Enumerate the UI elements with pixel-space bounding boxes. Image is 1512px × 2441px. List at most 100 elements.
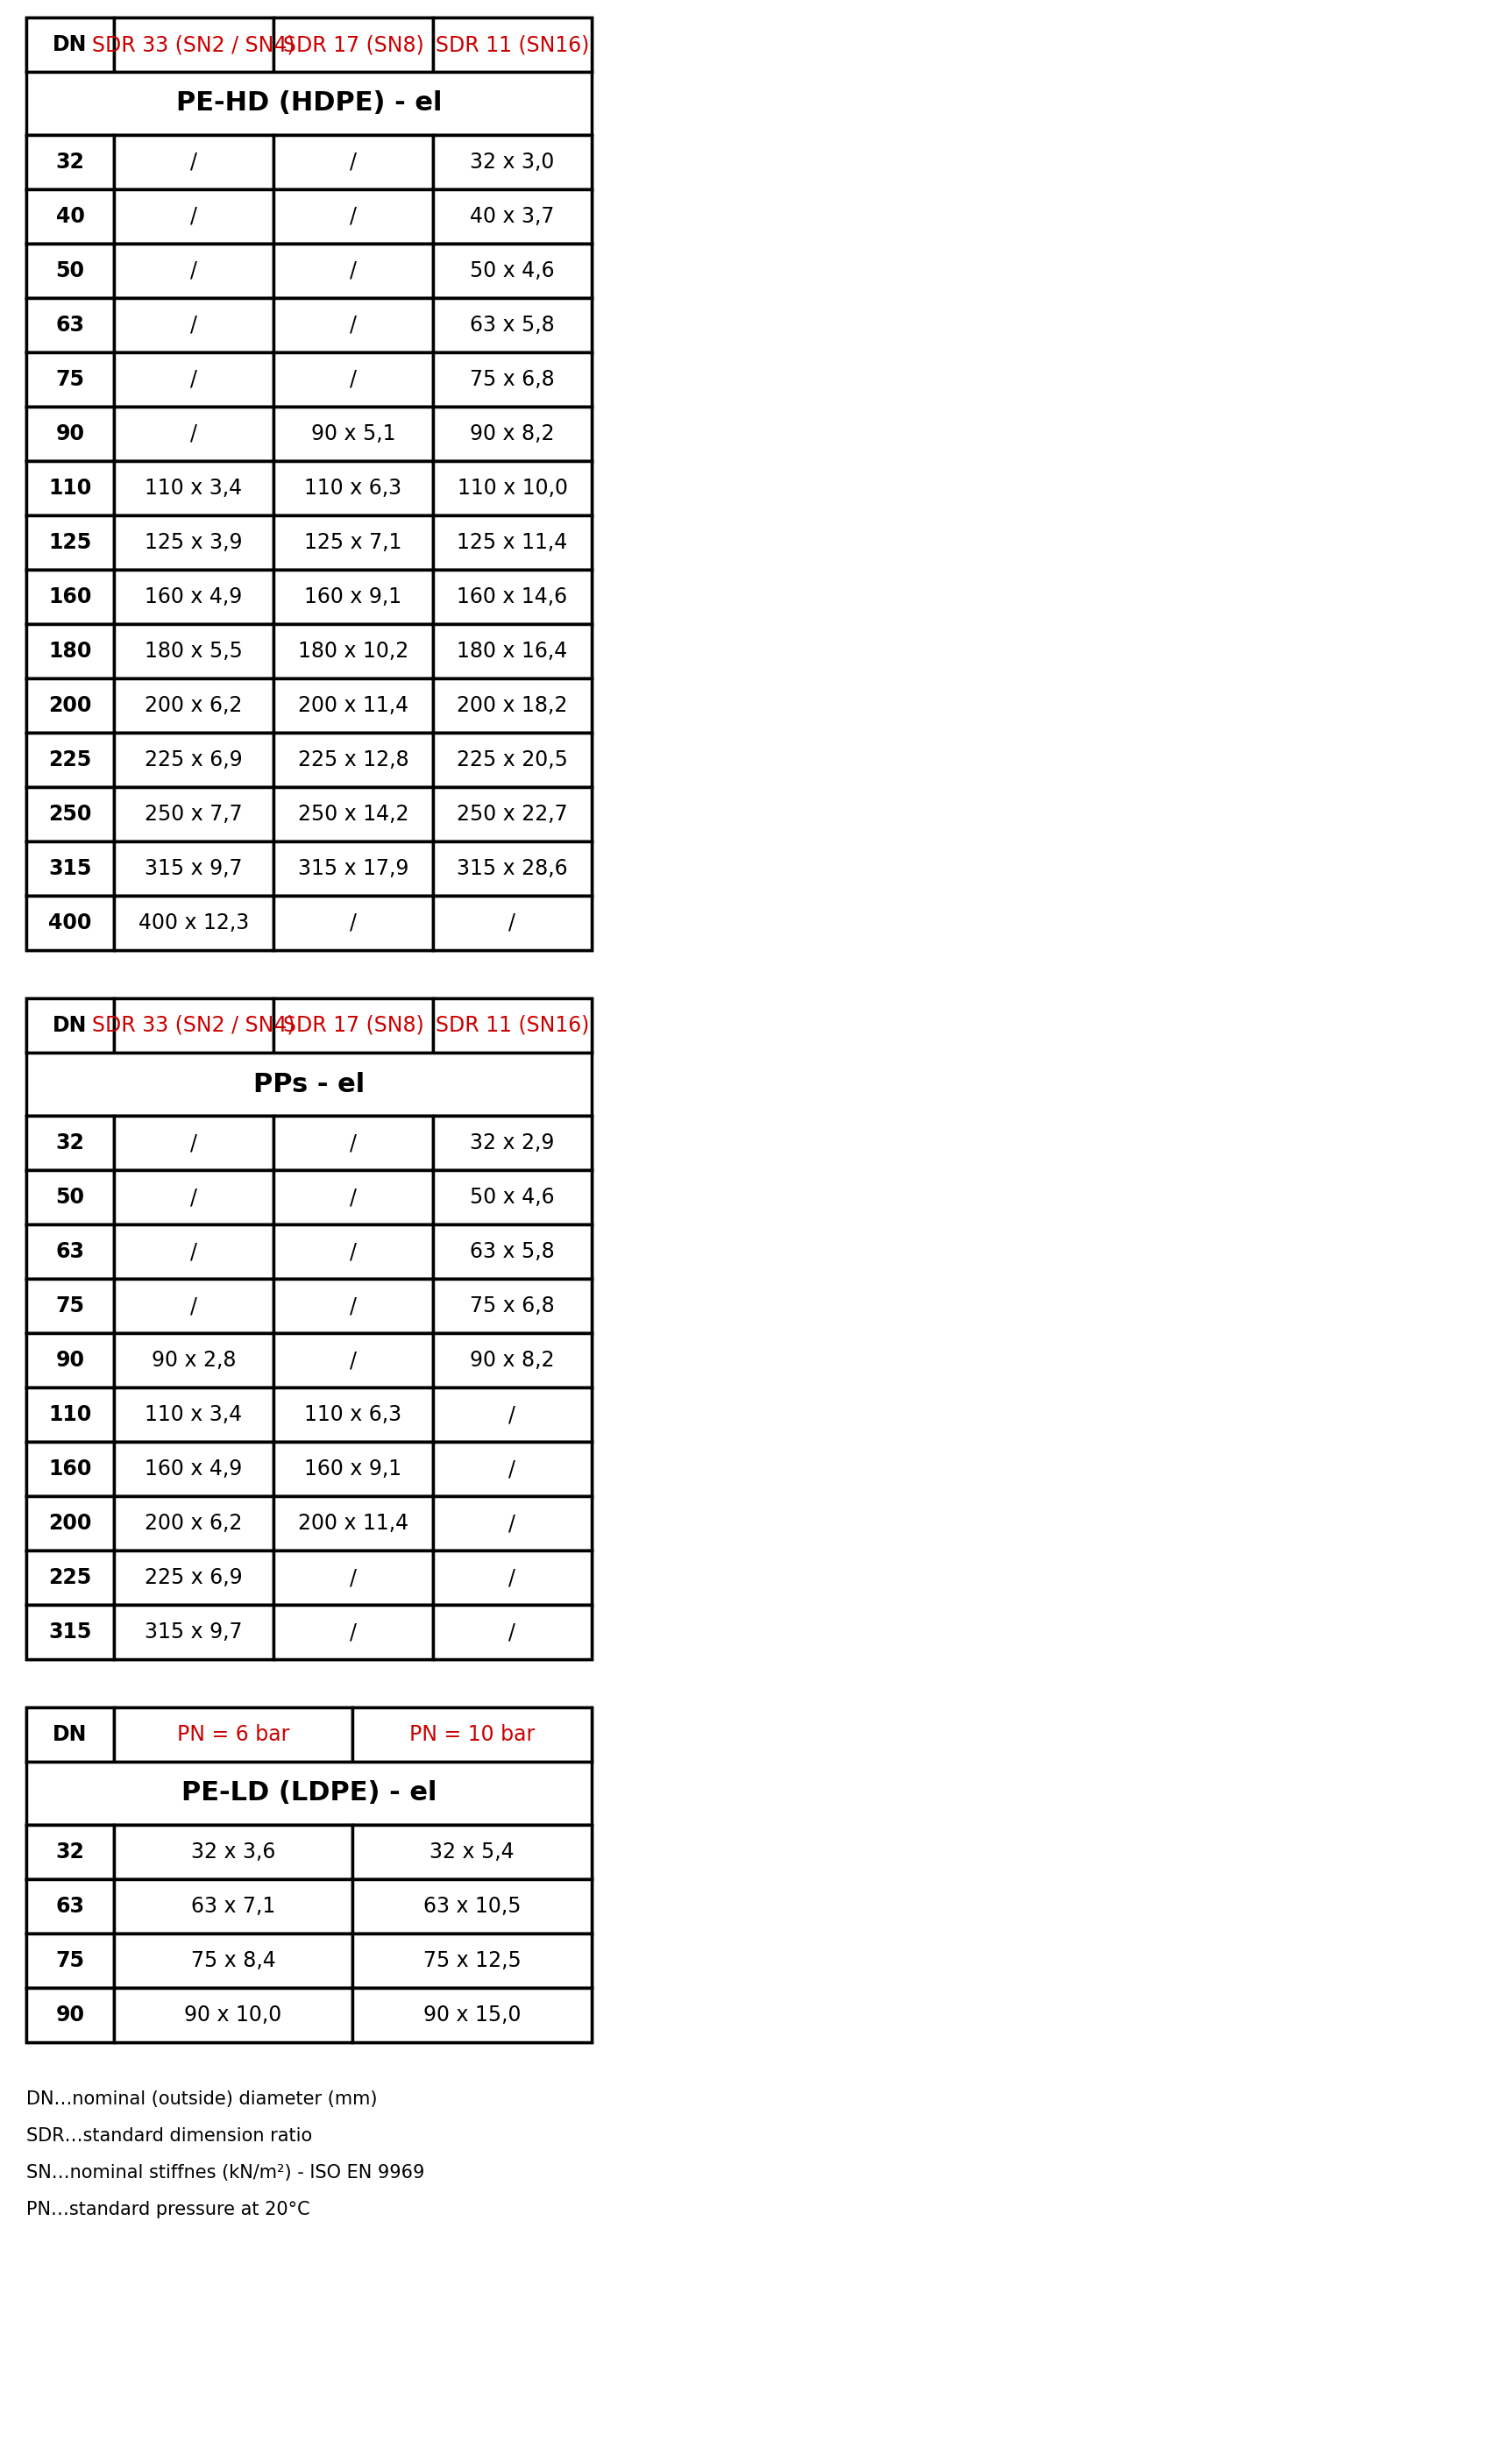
Bar (113, 190, 274, 244)
Bar (274, 998, 432, 1052)
Text: 315: 315 (48, 859, 92, 879)
Text: 75 x 6,8: 75 x 6,8 (470, 1296, 555, 1316)
Bar (26, 1496, 113, 1550)
Text: /: / (510, 1513, 516, 1533)
Text: 225 x 6,9: 225 x 6,9 (145, 1567, 242, 1589)
Text: /: / (349, 1296, 357, 1316)
Text: 225 x 6,9: 225 x 6,9 (145, 749, 242, 771)
Bar (26, 1706, 591, 1762)
Text: 32: 32 (56, 1841, 85, 1862)
Bar (432, 1225, 591, 1279)
Bar (26, 679, 591, 732)
Bar (432, 298, 591, 352)
Bar (26, 1116, 113, 1169)
Bar (113, 298, 274, 352)
Bar (274, 1225, 432, 1279)
Bar (432, 1496, 591, 1550)
Bar (113, 1279, 274, 1333)
Text: 75 x 12,5: 75 x 12,5 (423, 1950, 522, 1972)
Text: 50 x 4,6: 50 x 4,6 (470, 1186, 555, 1208)
Text: SDR 33 (SN2 / SN4): SDR 33 (SN2 / SN4) (92, 34, 295, 56)
Text: DN…nominal (outside) diameter (mm): DN…nominal (outside) diameter (mm) (26, 2089, 378, 2109)
Bar (26, 569, 591, 625)
Text: 75 x 8,4: 75 x 8,4 (191, 1950, 275, 1972)
Bar (26, 1169, 591, 1225)
Text: 225 x 12,8: 225 x 12,8 (298, 749, 408, 771)
Text: 200 x 6,2: 200 x 6,2 (145, 696, 242, 715)
Text: 63 x 10,5: 63 x 10,5 (423, 1897, 520, 1916)
Bar (26, 1706, 113, 1762)
Bar (432, 569, 591, 625)
Bar (274, 896, 432, 950)
Text: 40: 40 (56, 205, 85, 227)
Bar (26, 1333, 113, 1386)
Bar (432, 842, 591, 896)
Text: 110 x 3,4: 110 x 3,4 (145, 478, 242, 498)
Bar (113, 1496, 274, 1550)
Bar (26, 1880, 113, 1933)
Bar (352, 1706, 591, 1762)
Bar (26, 244, 113, 298)
Bar (274, 842, 432, 896)
Text: DN: DN (53, 1015, 88, 1035)
Bar (26, 1225, 591, 1279)
Text: SDR 11 (SN16): SDR 11 (SN16) (435, 34, 590, 56)
Bar (432, 1116, 591, 1169)
Bar (274, 679, 432, 732)
Bar (113, 1933, 352, 1987)
Bar (432, 1279, 591, 1333)
Bar (113, 1550, 274, 1604)
Bar (26, 17, 113, 71)
Bar (113, 244, 274, 298)
Bar (113, 515, 274, 569)
Text: /: / (191, 1296, 197, 1316)
Bar (113, 408, 274, 461)
Bar (26, 998, 113, 1052)
Text: /: / (191, 151, 197, 173)
Bar (26, 1052, 591, 1116)
Bar (26, 1550, 591, 1604)
Bar (432, 998, 591, 1052)
Text: PE-HD (HDPE) - el: PE-HD (HDPE) - el (175, 90, 442, 117)
Text: 400: 400 (48, 913, 92, 932)
Bar (113, 732, 274, 786)
Text: 125 x 3,9: 125 x 3,9 (145, 532, 242, 554)
Text: /: / (510, 1621, 516, 1643)
Text: 160: 160 (48, 586, 92, 608)
Bar (26, 625, 591, 679)
Text: 315 x 9,7: 315 x 9,7 (145, 1621, 242, 1643)
Text: /: / (191, 1186, 197, 1208)
Text: 110: 110 (48, 478, 92, 498)
Bar (26, 1443, 591, 1496)
Bar (274, 625, 432, 679)
Text: 250 x 22,7: 250 x 22,7 (457, 803, 569, 825)
Bar (26, 679, 113, 732)
Bar (113, 461, 274, 515)
Text: 400 x 12,3: 400 x 12,3 (139, 913, 249, 932)
Text: /: / (191, 1133, 197, 1155)
Text: 315 x 17,9: 315 x 17,9 (298, 859, 408, 879)
Bar (26, 134, 113, 190)
Bar (113, 842, 274, 896)
Text: 50 x 4,6: 50 x 4,6 (470, 261, 555, 281)
Text: 250 x 7,7: 250 x 7,7 (145, 803, 242, 825)
Text: /: / (349, 369, 357, 391)
Bar (432, 732, 591, 786)
Text: /: / (349, 1621, 357, 1643)
Bar (113, 786, 274, 842)
Bar (26, 1826, 591, 1880)
Bar (26, 17, 591, 71)
Text: 63: 63 (56, 1897, 85, 1916)
Text: /: / (349, 261, 357, 281)
Text: /: / (349, 151, 357, 173)
Text: 90 x 2,8: 90 x 2,8 (151, 1350, 236, 1372)
Text: /: / (349, 1567, 357, 1589)
Text: /: / (191, 205, 197, 227)
Bar (26, 134, 591, 190)
Bar (352, 1987, 591, 2043)
Text: 63 x 5,8: 63 x 5,8 (470, 1240, 555, 1262)
Bar (26, 408, 113, 461)
Text: 32 x 3,0: 32 x 3,0 (470, 151, 555, 173)
Bar (26, 190, 591, 244)
Bar (26, 1443, 113, 1496)
